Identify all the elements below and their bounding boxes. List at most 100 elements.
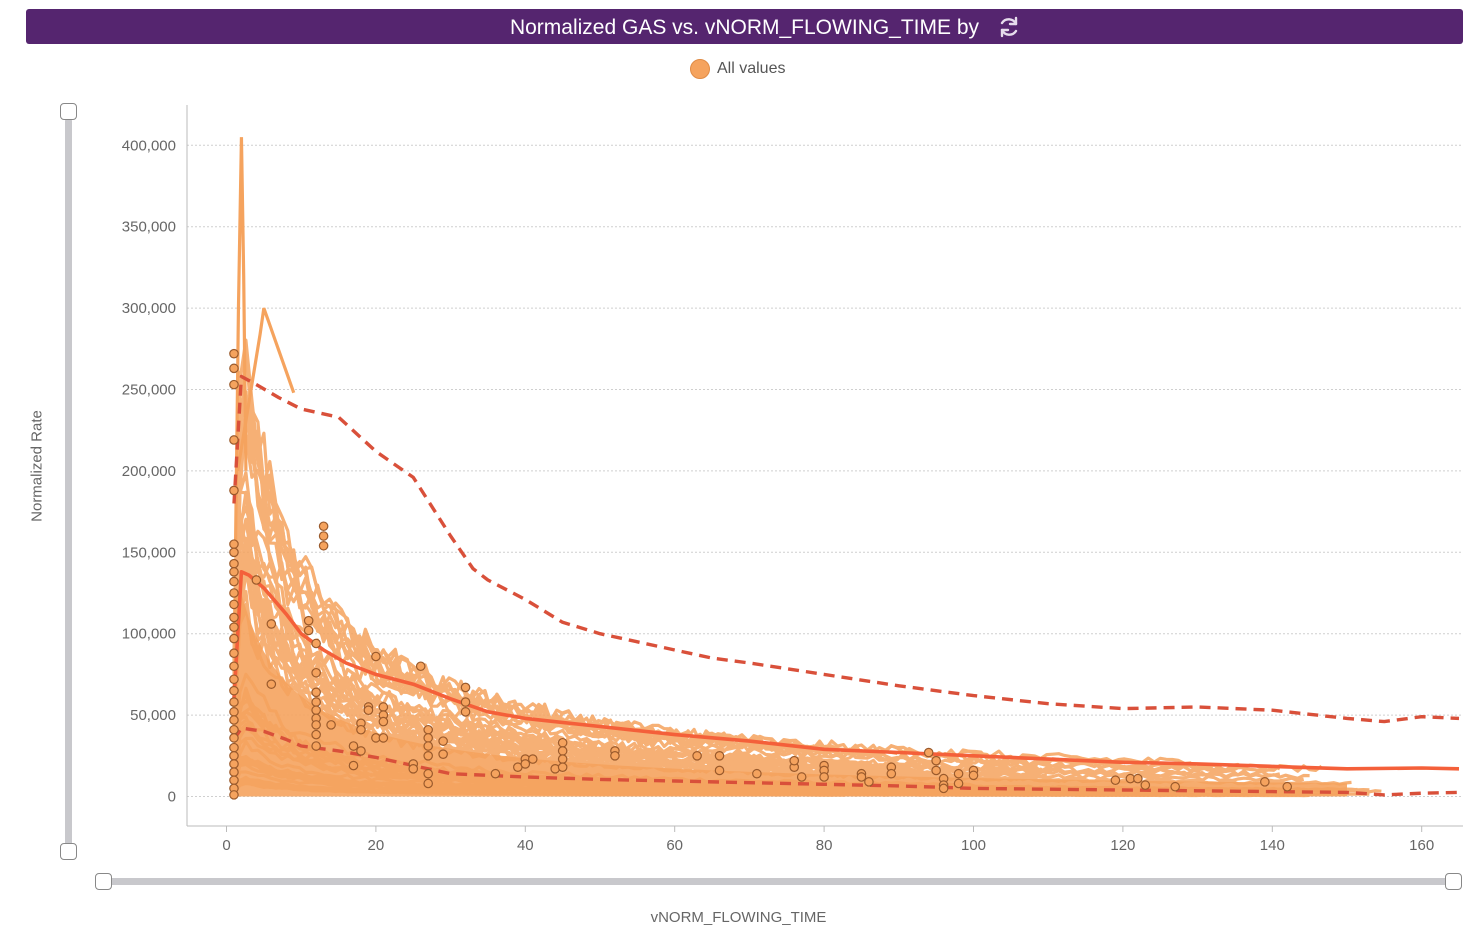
data-point	[886, 768, 897, 779]
data-point	[423, 778, 433, 789]
data-point	[460, 697, 471, 707]
data-point	[229, 750, 239, 761]
data-point	[557, 762, 568, 772]
well-density-band	[233, 594, 1348, 797]
x-range-slider-track[interactable]	[108, 878, 1454, 885]
data-point	[1282, 781, 1293, 792]
data-point	[311, 687, 321, 698]
data-point	[303, 615, 314, 626]
legend-label: All values	[717, 60, 786, 77]
x-tick-label: 40	[517, 837, 534, 854]
data-point	[318, 521, 329, 532]
y-tick-label: 0	[168, 789, 176, 806]
data-point	[408, 764, 419, 774]
data-point	[229, 622, 239, 632]
data-point	[415, 661, 426, 672]
data-point	[953, 768, 964, 779]
data-point	[378, 733, 389, 743]
data-point	[251, 575, 262, 585]
data-point	[311, 697, 321, 707]
data-point	[311, 720, 321, 730]
well-curve	[232, 550, 857, 775]
data-point	[229, 547, 239, 558]
data-point	[229, 567, 239, 577]
data-point	[557, 737, 568, 748]
lower-percentile-line	[232, 726, 1460, 797]
data-point	[311, 729, 321, 740]
y-tick-label: 50,000	[130, 707, 176, 724]
well-curves	[232, 338, 1382, 798]
data-point	[229, 588, 239, 598]
data-point	[378, 716, 389, 727]
data-point	[266, 619, 277, 629]
data-point	[714, 750, 725, 761]
x-axis-label: vNORM_FLOWING_TIME	[650, 909, 827, 926]
data-point	[229, 599, 239, 610]
data-point	[229, 539, 239, 549]
data-point	[229, 648, 239, 659]
data-point	[692, 750, 702, 761]
data-point	[229, 633, 239, 644]
data-point	[318, 540, 329, 551]
data-point	[356, 746, 366, 756]
data-point	[1170, 781, 1180, 792]
data-point	[789, 755, 800, 766]
refresh-icon[interactable]	[997, 15, 1021, 39]
data-point	[423, 750, 433, 761]
x-tick-label: 140	[1260, 837, 1285, 854]
data-point	[229, 707, 239, 717]
data-point	[714, 765, 725, 776]
data-point	[229, 767, 239, 777]
y-range-slider-bottom-handle[interactable]	[60, 843, 77, 860]
data-point	[229, 790, 239, 800]
data-point	[356, 724, 366, 735]
data-point	[438, 749, 448, 759]
y-tick-label: 150,000	[122, 544, 176, 561]
legend-item-all-values[interactable]: All values	[690, 58, 785, 80]
data-point	[438, 736, 448, 746]
data-point	[557, 746, 568, 756]
x-tick-label: 80	[816, 837, 833, 854]
data-point	[229, 697, 239, 707]
well-curve	[232, 408, 1244, 773]
data-point	[303, 625, 314, 636]
data-point	[557, 754, 568, 764]
data-point	[266, 679, 277, 689]
legend-swatch	[690, 59, 710, 79]
y-tick-label: 100,000	[122, 626, 176, 643]
data-point	[229, 685, 239, 696]
well-curve-high	[236, 307, 296, 472]
data-point	[229, 558, 239, 569]
data-point	[931, 755, 941, 766]
data-point	[931, 765, 941, 776]
x-range-slider-left-handle[interactable]	[95, 873, 112, 890]
x-tick-label: 20	[368, 837, 385, 854]
data-point	[229, 715, 239, 725]
data-point	[1140, 780, 1151, 790]
data-point	[318, 531, 329, 541]
data-point	[229, 661, 239, 672]
y-range-slider-track[interactable]	[65, 118, 72, 848]
median-line	[232, 569, 1460, 771]
well-curve	[232, 400, 1281, 773]
data-point	[229, 724, 239, 735]
data-point	[229, 348, 239, 359]
x-range-slider-right-handle[interactable]	[1445, 873, 1462, 890]
data-point	[490, 768, 501, 779]
data-point	[229, 576, 239, 587]
data-point	[229, 379, 239, 390]
data-point	[311, 705, 321, 716]
data-point	[378, 702, 389, 712]
y-tick-label: 200,000	[122, 463, 176, 480]
data-point	[864, 777, 874, 787]
data-point	[460, 707, 471, 717]
data-point	[311, 667, 321, 678]
data-point	[229, 775, 239, 786]
y-tick-label: 300,000	[122, 300, 176, 317]
data-point	[423, 724, 433, 735]
y-range-slider-top-handle[interactable]	[60, 103, 77, 120]
data-point	[1133, 773, 1143, 784]
data-point	[610, 750, 620, 761]
data-point	[348, 741, 359, 751]
